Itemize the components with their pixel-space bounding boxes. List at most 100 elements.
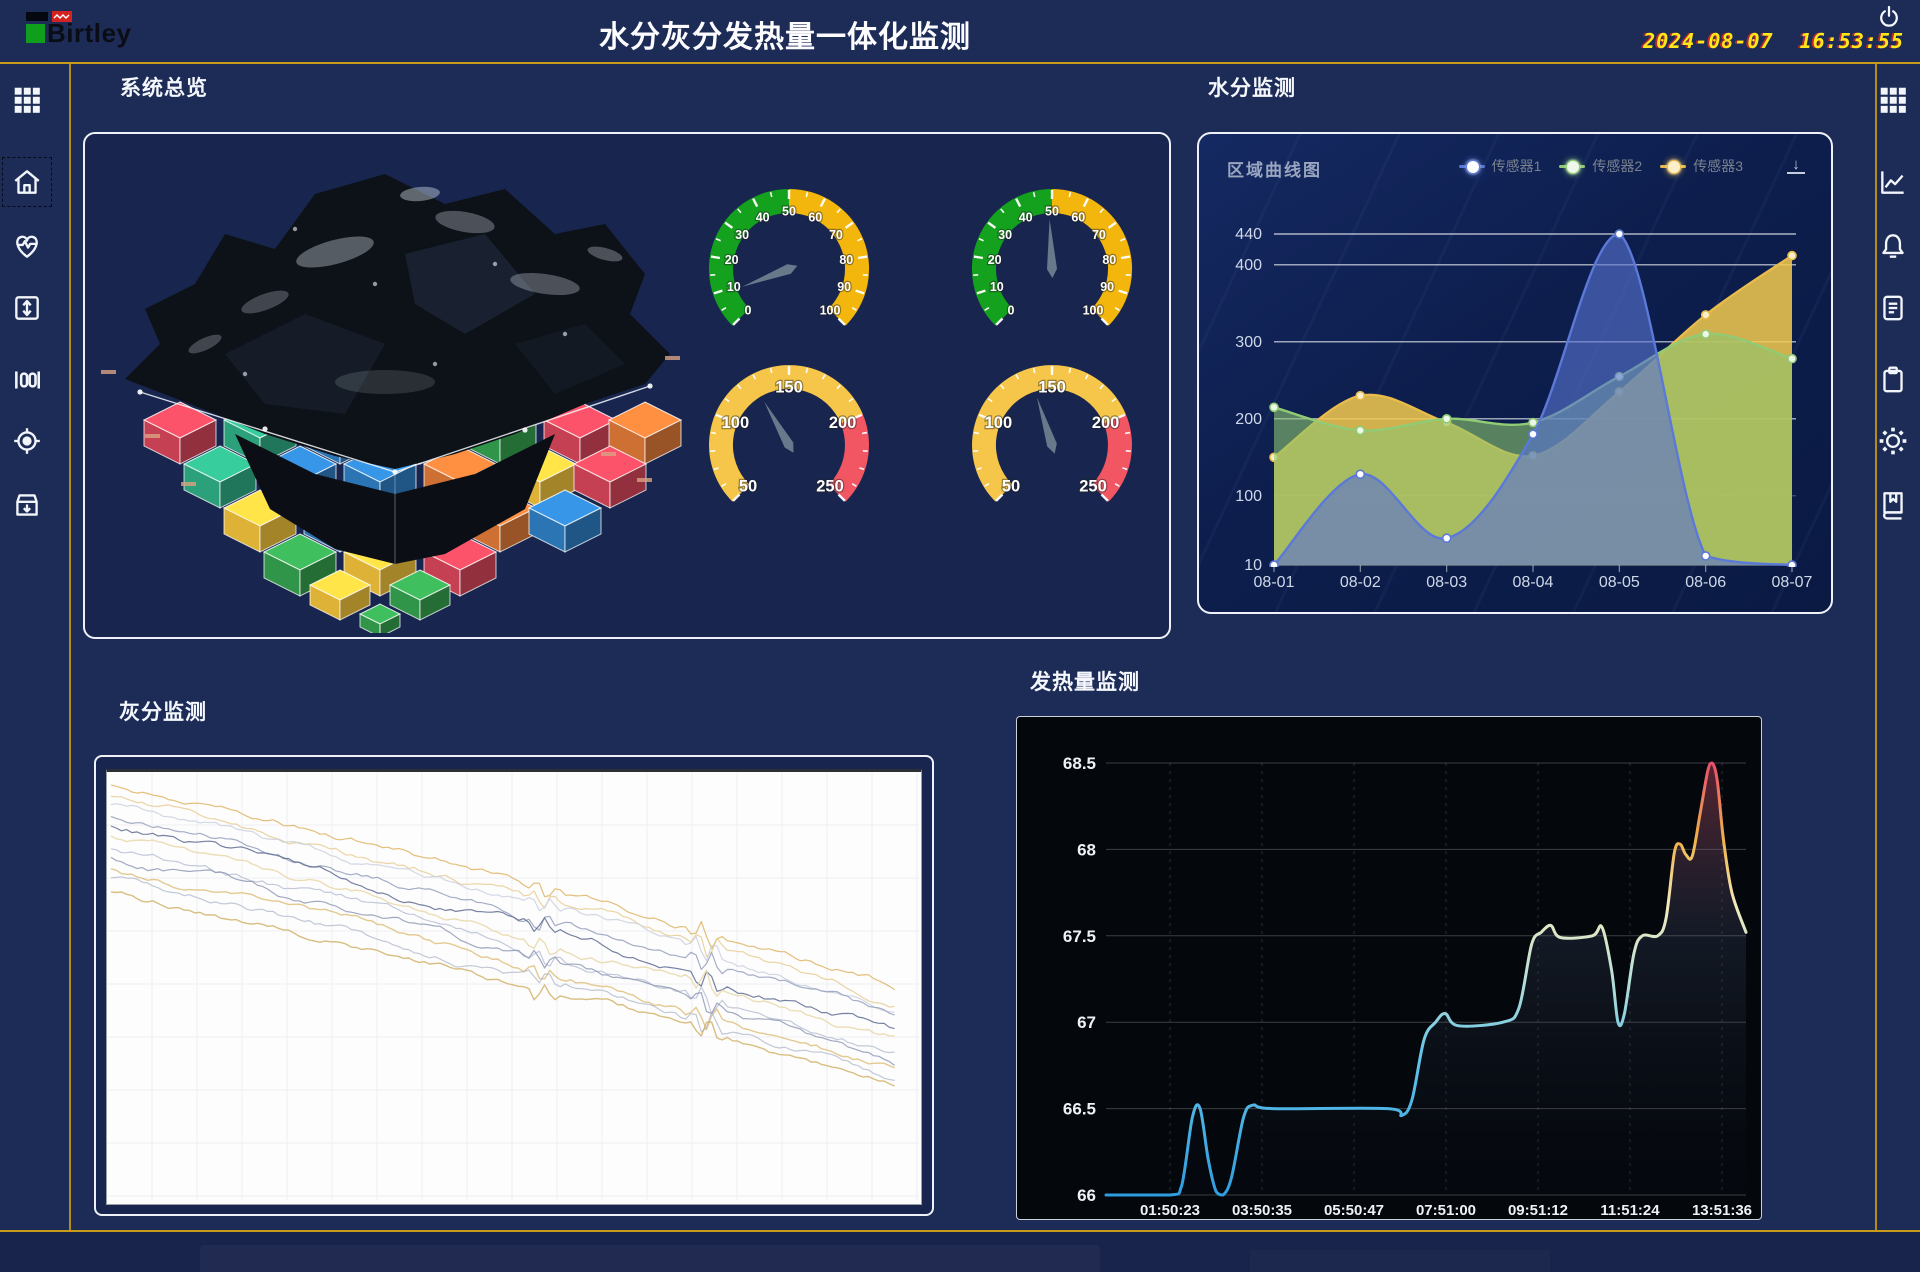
logo-green-square	[26, 24, 45, 43]
svg-text:200: 200	[1092, 414, 1120, 432]
sidebar-item-grid[interactable]	[5, 78, 49, 122]
download-icon[interactable]: ↓	[1787, 157, 1805, 174]
svg-text:30: 30	[998, 228, 1012, 242]
moisture-series	[1269, 229, 1797, 567]
power-icon[interactable]	[1876, 4, 1906, 30]
ash-chart-frame	[106, 769, 922, 1205]
svg-text:200: 200	[829, 414, 857, 432]
sidebar-item-clipboard[interactable]	[1871, 358, 1915, 402]
sidebar-item-vertical-range[interactable]	[5, 286, 49, 330]
ash-panel-title: 灰分监测	[119, 701, 207, 724]
legend-item-2[interactable]: 传感器2	[1559, 156, 1642, 176]
svg-text:01:50:23: 01:50:23	[1140, 1202, 1200, 1217]
brand-logo: Birtley	[26, 8, 156, 54]
svg-text:70: 70	[829, 228, 843, 242]
svg-text:67.5: 67.5	[1063, 927, 1096, 946]
document-icon	[1883, 295, 1903, 321]
svg-text:10: 10	[727, 280, 741, 294]
sidebar-item-archive-download[interactable]	[5, 483, 49, 527]
logo-text: Birtley	[47, 18, 132, 48]
gear-icon	[1879, 427, 1907, 455]
legend-marker	[1660, 159, 1687, 174]
archive-download-icon	[16, 494, 38, 516]
svg-text:03:50:35: 03:50:35	[1232, 1202, 1292, 1217]
svg-text:80: 80	[839, 253, 853, 267]
logo-zigzag-icon	[53, 14, 70, 19]
svg-text:250: 250	[1079, 477, 1107, 495]
logo-black-bar	[26, 12, 48, 21]
legend-label: 传感器2	[1592, 158, 1643, 174]
gauge-top-left: 0 10 20 30 40 50 60 70 80 90 100	[708, 188, 870, 326]
svg-text:60: 60	[808, 211, 822, 225]
svg-text:0: 0	[745, 303, 752, 317]
calorific-panel-title: 发热量监测	[1030, 671, 1140, 694]
calorific-panel: 66 66.5 67 67.5 68 68.5 01:50:23 03:50:35 05:50:…	[1016, 716, 1762, 1220]
svg-text:09:51:12: 09:51:12	[1508, 1202, 1568, 1217]
svg-text:90: 90	[837, 280, 851, 294]
line-chart-icon	[1881, 171, 1904, 194]
svg-text:70: 70	[1092, 228, 1106, 242]
moisture-chart-label: 区域曲线图	[1227, 161, 1322, 180]
svg-text:20: 20	[725, 253, 739, 267]
svg-text:300: 300	[1235, 334, 1262, 351]
svg-text:90: 90	[1100, 280, 1114, 294]
svg-text:08-04: 08-04	[1513, 574, 1554, 591]
svg-text:05:50:47: 05:50:47	[1324, 1202, 1384, 1217]
book-bookmark-icon	[1883, 492, 1903, 520]
sidebar-item-home[interactable]	[2, 157, 52, 207]
calorific-grid: 66 66.5 67 67.5 68 68.5 01:50:23 03:50:35 05:50:…	[1063, 754, 1752, 1217]
datetime: 2024-08-07 16:53:55	[1643, 29, 1904, 53]
calorific-series	[1104, 761, 1748, 1197]
svg-text:68: 68	[1077, 840, 1096, 859]
divider-left	[69, 64, 71, 1230]
footer-reflection-2	[1250, 1250, 1550, 1272]
svg-text:50: 50	[739, 477, 757, 495]
moisture-legend: 传感器1 传感器2 传感器3 ↓	[1458, 156, 1805, 176]
sidebar-item-document[interactable]	[1871, 286, 1915, 330]
svg-text:0: 0	[1008, 303, 1015, 317]
sidebar-item-target[interactable]	[5, 419, 49, 463]
gauge-top-right: 0 10 20 30 40 50 60 70 80 90 100	[971, 188, 1133, 326]
overview-panel-title: 系统总览	[120, 77, 208, 100]
sidebar-item-line-chart[interactable]	[1871, 160, 1915, 204]
legend-item-1[interactable]: 传感器1	[1458, 156, 1542, 176]
legend-marker	[1458, 159, 1485, 174]
sidebar-item-grid[interactable]	[1871, 78, 1915, 122]
home-icon	[14, 170, 40, 194]
sidebar-item-bell[interactable]	[1871, 224, 1915, 268]
gauge-bottom-left: 50 100 150 200 250	[709, 365, 870, 502]
svg-text:250: 250	[816, 477, 844, 495]
overview-3d-and-gauges: 0 10 20 30 40 50 60 70 80 90 100 0 10 20 30 40 50 60 70 80 9…	[101, 174, 1133, 633]
sidebar-item-book-bookmark[interactable]	[1871, 483, 1915, 527]
gauge-needle	[1047, 219, 1057, 278]
legend-item-3[interactable]: 传感器3	[1660, 156, 1743, 176]
svg-text:100: 100	[722, 414, 750, 432]
svg-text:100: 100	[985, 414, 1013, 432]
vertical-range-icon	[15, 296, 39, 320]
svg-text:08-01: 08-01	[1254, 574, 1295, 591]
sidebar-item-gear[interactable]	[1871, 419, 1915, 463]
logo-red-mark	[52, 11, 72, 22]
legend-label: 传感器1	[1491, 158, 1542, 174]
legend-label: 传感器3	[1693, 158, 1743, 174]
overview-panel: 0 10 20 30 40 50 60 70 80 90 100 0 10 20 30 40 50 60 70 80 9…	[83, 132, 1171, 639]
svg-text:50: 50	[782, 204, 796, 218]
ash-series	[110, 784, 895, 1087]
footer-reflection	[200, 1245, 1100, 1272]
moisture-panel: 区域曲线图 传感器1 传感器2 传感器3 ↓ 440 400 300 200 100 10 08-…	[1197, 132, 1833, 614]
sidebar-item-gauge-bars[interactable]	[5, 358, 49, 402]
svg-text:20: 20	[988, 253, 1002, 267]
svg-text:66: 66	[1077, 1186, 1096, 1205]
gauge-needle	[764, 401, 794, 453]
svg-text:08-02: 08-02	[1340, 574, 1381, 591]
sidebar-item-heartbeat[interactable]	[5, 224, 49, 268]
svg-text:67: 67	[1077, 1013, 1096, 1032]
footer	[0, 1232, 1920, 1272]
target-icon	[14, 428, 40, 454]
moisture-panel-title: 水分监测	[1208, 77, 1296, 100]
svg-text:07:51:00: 07:51:00	[1416, 1202, 1476, 1217]
svg-text:40: 40	[1019, 211, 1033, 225]
gauge-needle	[742, 264, 798, 287]
svg-text:100: 100	[1235, 488, 1262, 505]
